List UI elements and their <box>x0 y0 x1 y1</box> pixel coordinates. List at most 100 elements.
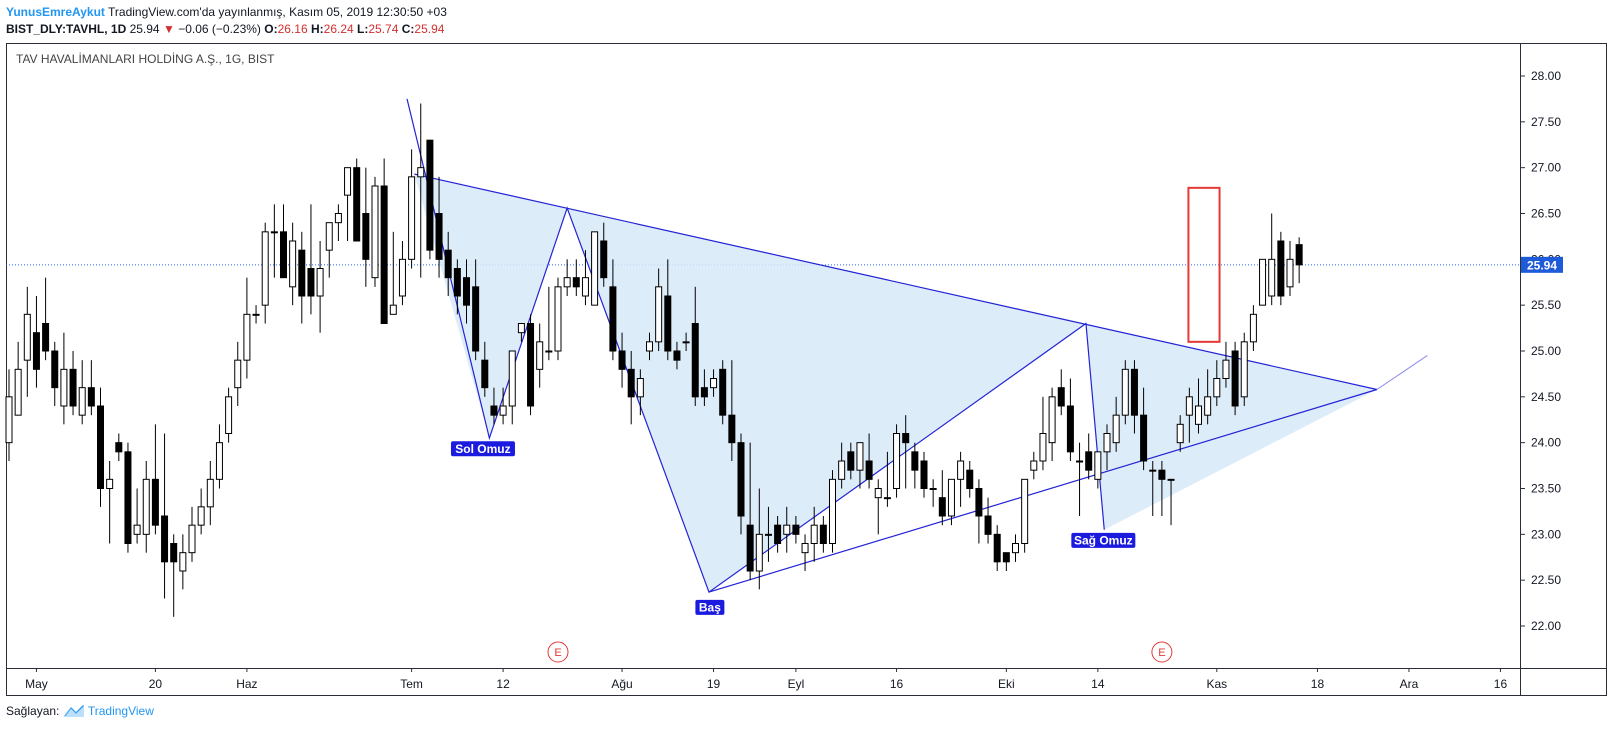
candle-down <box>1277 240 1285 297</box>
candle-up <box>133 524 141 535</box>
candle-up <box>764 533 772 536</box>
candle-down <box>426 139 434 251</box>
candle-down <box>746 524 754 572</box>
author-link[interactable]: YunusEmreAykut <box>6 5 105 19</box>
candle-up <box>1249 313 1257 343</box>
candle-down <box>572 277 580 288</box>
candle-down <box>380 185 388 324</box>
y-tick-label: 26.50 <box>1531 207 1561 221</box>
candle-down <box>280 231 287 279</box>
candle-up <box>188 524 196 554</box>
candle-up <box>499 405 507 416</box>
candle-down <box>728 414 736 444</box>
candle-up <box>957 460 965 480</box>
axes-layer: 22.00 22.50 23.00 23.50 24.00 24.50 25.00 25.50… <box>25 69 1563 691</box>
x-tick-label: 14 <box>1091 677 1105 691</box>
candle-up <box>234 359 242 389</box>
candle-down <box>435 213 443 260</box>
candle-up <box>646 341 653 352</box>
x-tick-label: 20 <box>149 677 163 691</box>
candle-down <box>627 368 635 398</box>
candle-up <box>23 313 31 361</box>
candle-down <box>664 295 672 352</box>
candle-down <box>1231 350 1239 407</box>
chart-header: YunusEmreAykut TradingView.com'da yayınl… <box>6 4 447 38</box>
down-arrow-icon: ▼ <box>162 22 175 36</box>
high-value: 26.24 <box>323 22 354 36</box>
x-tick-label: Kas <box>1206 677 1227 691</box>
candle-down <box>938 497 946 517</box>
candle-up <box>325 222 333 251</box>
candle-up <box>838 460 846 480</box>
candle-down <box>362 213 370 260</box>
candle-up <box>1030 460 1038 471</box>
candle-down <box>609 286 617 352</box>
low-value: 25.74 <box>368 22 399 36</box>
candle-up <box>1259 258 1267 306</box>
pattern-label-box <box>695 599 725 615</box>
ohlc-line: BIST_DLY:TAVHL, 1D 25.94 ▼ −0.06 (−0.23%… <box>6 21 447 38</box>
x-tick-label: Ara <box>1400 677 1419 691</box>
candle-up <box>1103 433 1111 453</box>
earnings-marker-label: E <box>554 647 561 659</box>
x-tick-label: Haz <box>236 677 257 691</box>
candle-down <box>444 249 452 279</box>
candle-down <box>32 332 40 370</box>
x-tick-label: 18 <box>1311 677 1325 691</box>
candle-down <box>170 543 178 563</box>
candle-up <box>289 240 297 288</box>
x-tick-label: May <box>25 677 48 691</box>
candle-up <box>243 313 251 361</box>
pattern-lower-trendline <box>708 388 1378 593</box>
candle-down <box>124 451 132 545</box>
candle-up <box>883 497 891 500</box>
candle-up <box>563 277 571 288</box>
candle-down <box>481 359 489 389</box>
breakout-highlight-box <box>1187 186 1221 343</box>
candle-down <box>97 405 104 489</box>
candle-up <box>1048 396 1056 444</box>
tradingview-logo-icon <box>62 705 84 717</box>
provider-label: Sağlayan: <box>6 704 60 718</box>
candle-up <box>270 231 278 234</box>
candle-down <box>42 323 50 352</box>
candle-up <box>783 524 791 535</box>
symbol-label[interactable]: BIST_DLY:TAVHL, 1D <box>6 22 127 36</box>
candle-down <box>161 515 169 563</box>
chart-title: TAV HAVALİMANLARI HOLDİNG A.Ş., 1G, BIST <box>16 52 275 66</box>
candle-up <box>197 506 205 526</box>
candle-up <box>398 258 406 297</box>
x-tick-label: Eyl <box>788 677 805 691</box>
candle-up <box>893 433 901 489</box>
candles-layer <box>5 103 1303 617</box>
candle-down <box>527 323 535 407</box>
x-tick-label: Tem <box>400 677 423 691</box>
candle-up <box>1112 414 1120 444</box>
candle-down <box>865 460 873 480</box>
candle-up <box>1240 341 1248 398</box>
last-price: 25.94 <box>129 22 160 36</box>
candle-up <box>1012 543 1019 554</box>
pattern-extension-line <box>1376 355 1428 390</box>
candle-down <box>490 405 498 416</box>
candle-down <box>1085 451 1093 471</box>
candle-down <box>1130 368 1138 416</box>
close-value: 25.94 <box>414 22 445 36</box>
candle-up <box>417 167 425 178</box>
candle-up <box>225 396 233 435</box>
candle-up <box>1121 368 1129 416</box>
candle-down <box>911 451 919 471</box>
candle-up <box>371 185 379 279</box>
candle-down <box>691 323 699 398</box>
price-change: −0.06 (−0.23%) <box>178 22 261 36</box>
head-and-shoulders-pattern[interactable] <box>6 98 1520 594</box>
candle-up <box>755 533 763 572</box>
pattern-label-box <box>1071 532 1136 548</box>
provider-link[interactable]: TradingView <box>87 704 154 718</box>
candle-down <box>151 478 159 526</box>
candle-up <box>1185 396 1193 416</box>
candle-down <box>1057 387 1065 407</box>
candle-down <box>1158 469 1166 480</box>
candle-up <box>829 478 836 545</box>
